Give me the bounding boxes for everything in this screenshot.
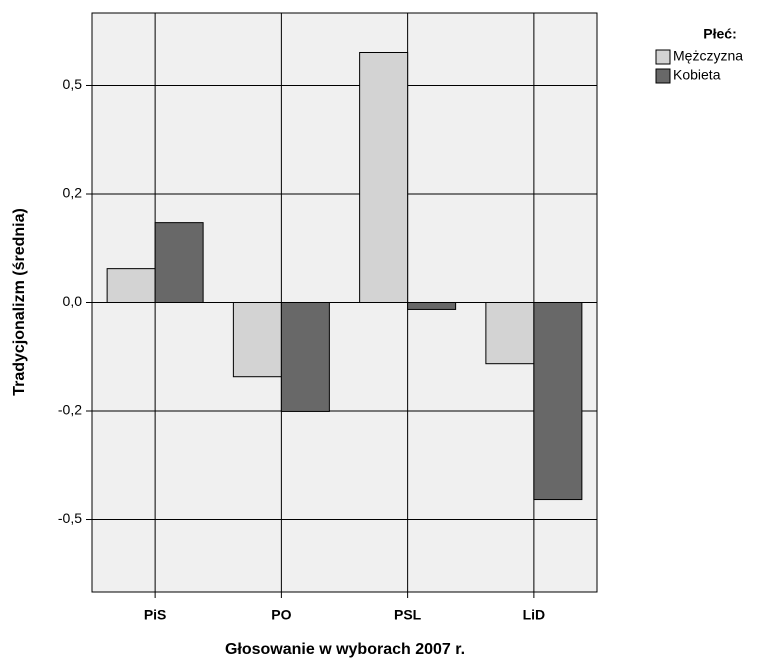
bar (533, 302, 583, 501)
bar (407, 302, 457, 310)
x-tick-label: LiD (523, 607, 546, 623)
legend-swatch (655, 68, 671, 84)
y-axis-label: Tradycjonalizm (średnia) (11, 208, 28, 396)
bar (232, 302, 282, 378)
y-tick-label: 0,2 (63, 185, 83, 201)
legend-swatch (655, 49, 671, 65)
legend-label: Kobieta (673, 67, 721, 83)
x-tick-label: PSL (394, 607, 422, 623)
legend-label: Mężczyzna (673, 48, 743, 64)
x-tick-label: PiS (144, 607, 167, 623)
bar (280, 302, 330, 412)
y-tick-label: 0,5 (63, 76, 83, 92)
y-tick-label: 0,0 (63, 293, 83, 309)
bar (359, 51, 409, 304)
bar (154, 222, 204, 303)
bar (485, 302, 535, 365)
x-axis-label: Głosowanie w wyborach 2007 r. (225, 641, 465, 658)
y-tick-label: -0,5 (58, 510, 82, 526)
x-tick-label: PO (271, 607, 291, 623)
y-tick-label: -0,2 (58, 402, 82, 418)
legend-title: Płeć: (703, 26, 736, 42)
bar (106, 268, 156, 303)
